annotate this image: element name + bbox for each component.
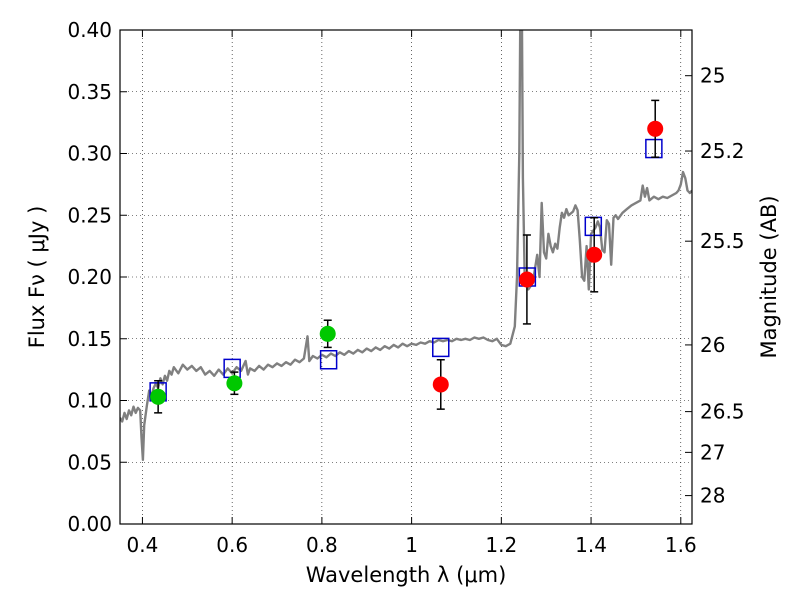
y2-tick-label: 25.5 [700, 229, 745, 253]
model-square-marker [319, 349, 338, 370]
y-tick-label: 0.25 [67, 203, 112, 227]
x-tick-label: 1.6 [665, 533, 697, 557]
grid [120, 29, 692, 525]
y-axis-label: Flux Fν ( μJy ) [25, 206, 49, 349]
green-data-point [150, 388, 167, 405]
y-tick-label: 0.30 [67, 142, 112, 166]
y-tick-label: 0.00 [67, 512, 112, 536]
y-tick-label: 0.40 [67, 18, 112, 42]
y-tick-label: 0.15 [67, 327, 112, 351]
green-data-point [226, 375, 243, 392]
y-tick-label: 0.05 [67, 450, 112, 474]
y2-tick-label: 27 [700, 440, 725, 464]
y2-axis-label: Magnitude (AB) [757, 195, 781, 358]
x-tick-label: 1.4 [575, 533, 607, 557]
x-tick-label: 0.8 [306, 533, 338, 557]
red-data-point [432, 376, 449, 393]
y-tick-label: 0.35 [67, 80, 112, 104]
x-tick-label: 0.4 [127, 533, 159, 557]
model-square-marker [432, 337, 450, 358]
red-data-point [647, 120, 664, 137]
template-spectrum-line [120, 30, 692, 461]
plot-frame [119, 29, 693, 525]
x-tick-label: 1.2 [485, 533, 517, 557]
x-axis-label: Wavelength λ (μm) [306, 563, 507, 587]
red-data-point [586, 246, 603, 263]
y-tick-label: 0.10 [67, 389, 112, 413]
green-data-point [319, 325, 336, 342]
y2-tick-label: 26.5 [700, 400, 745, 424]
y2-tick-label: 28 [700, 484, 725, 508]
axis-ticks: 0.4 0.6 0.8 1 1.2 1.4 1.6 0.00 0.05 0.10 0.15 0.20 0… [67, 18, 744, 557]
model-square-marker [645, 138, 663, 159]
red-data-point [518, 271, 535, 288]
y-tick-label: 0.20 [67, 265, 112, 289]
y2-tick-label: 25.2 [700, 139, 745, 163]
y2-tick-label: 25 [700, 64, 725, 88]
x-tick-label: 0.6 [216, 533, 248, 557]
x-tick-label: 1 [405, 533, 418, 557]
y2-tick-label: 26 [700, 333, 725, 357]
plot-area [120, 30, 692, 461]
